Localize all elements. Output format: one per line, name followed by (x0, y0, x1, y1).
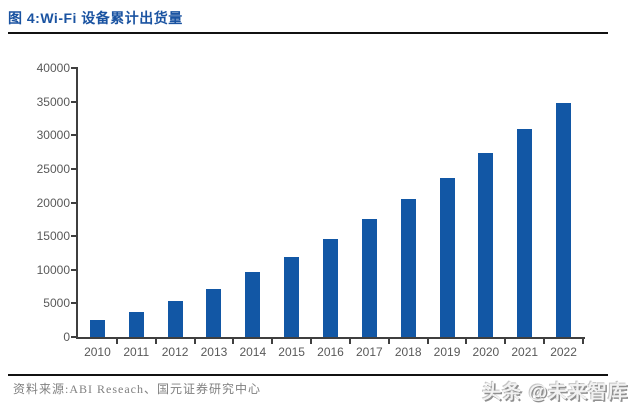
x-tick-mark (348, 339, 351, 344)
y-axis-line (76, 67, 78, 339)
x-tick-mark (543, 339, 546, 344)
x-tick-label: 2011 (123, 345, 150, 359)
y-tick-label: 0 (63, 330, 70, 344)
x-tick-mark (310, 339, 313, 344)
x-tick-label: 2020 (472, 345, 500, 359)
x-axis-line (76, 337, 585, 339)
y-tick-label: 20000 (36, 195, 70, 210)
x-tick-label: 2018 (394, 345, 422, 359)
x-tick-label: 2010 (84, 345, 111, 359)
figure-title: 图 4:Wi-Fi 设备累计出货量 (8, 10, 183, 26)
y-tick-label: 35000 (36, 94, 70, 109)
x-tick-label: 2019 (433, 345, 461, 359)
y-tick-label: 30000 (36, 128, 70, 143)
bar-2012 (167, 300, 183, 337)
source-note: 资料来源:ABI Reseach、国元证券研究中心 (13, 382, 261, 396)
bar-2013 (206, 289, 222, 337)
bar-2016 (323, 239, 338, 337)
bar-2011 (128, 312, 144, 337)
y-tick-mark (71, 336, 76, 338)
y-tick-mark (71, 100, 76, 103)
y-tick-mark (71, 67, 76, 69)
y-tick-label: 40000 (36, 61, 70, 75)
bar-2019 (439, 177, 455, 337)
x-tick-label: 2013 (200, 345, 228, 359)
x-tick-label: 2016 (317, 345, 344, 359)
x-tick-label: 2012 (161, 345, 189, 359)
watermark: 头条 @未来智库 (482, 382, 628, 403)
x-tick-mark (582, 339, 584, 344)
y-tick-label: 5000 (43, 296, 70, 311)
top-divider (8, 32, 608, 34)
y-tick-mark (71, 235, 76, 238)
bar-2022 (556, 102, 572, 337)
x-tick-mark (387, 339, 390, 344)
y-tick-label: 15000 (36, 229, 70, 244)
x-tick-mark (115, 339, 118, 344)
bar-2017 (361, 219, 377, 337)
x-tick-label: 2022 (550, 345, 577, 359)
bar-2015 (284, 256, 300, 337)
y-tick-mark (71, 134, 76, 137)
bar-2018 (400, 199, 416, 337)
x-tick-mark (193, 339, 196, 344)
bar-chart: 40000 35000 30000 25000 20000 15000 10000 5000 0… (36, 61, 585, 359)
x-tick-label: 2021 (511, 345, 539, 359)
bar-2020 (478, 153, 494, 337)
x-tick-label: 2014 (239, 345, 267, 359)
x-tick-mark (271, 339, 274, 344)
x-tick-mark (504, 339, 507, 344)
y-tick-mark (71, 268, 76, 271)
x-tick-label: 2017 (355, 345, 383, 359)
y-tick-label: 25000 (36, 161, 70, 176)
y-tick-mark (71, 201, 76, 204)
x-tick-mark (232, 339, 235, 344)
x-tick-mark (465, 339, 468, 344)
x-tick-label: 2015 (278, 345, 305, 359)
bottom-divider (8, 374, 608, 376)
bar-2021 (517, 128, 533, 337)
y-tick-mark (71, 167, 76, 170)
x-tick-mark (426, 339, 429, 344)
y-tick-label: 10000 (36, 262, 70, 277)
bar-2010 (89, 319, 105, 337)
bar-2014 (245, 271, 261, 337)
x-tick-mark (154, 339, 157, 344)
y-tick-mark (71, 302, 76, 305)
